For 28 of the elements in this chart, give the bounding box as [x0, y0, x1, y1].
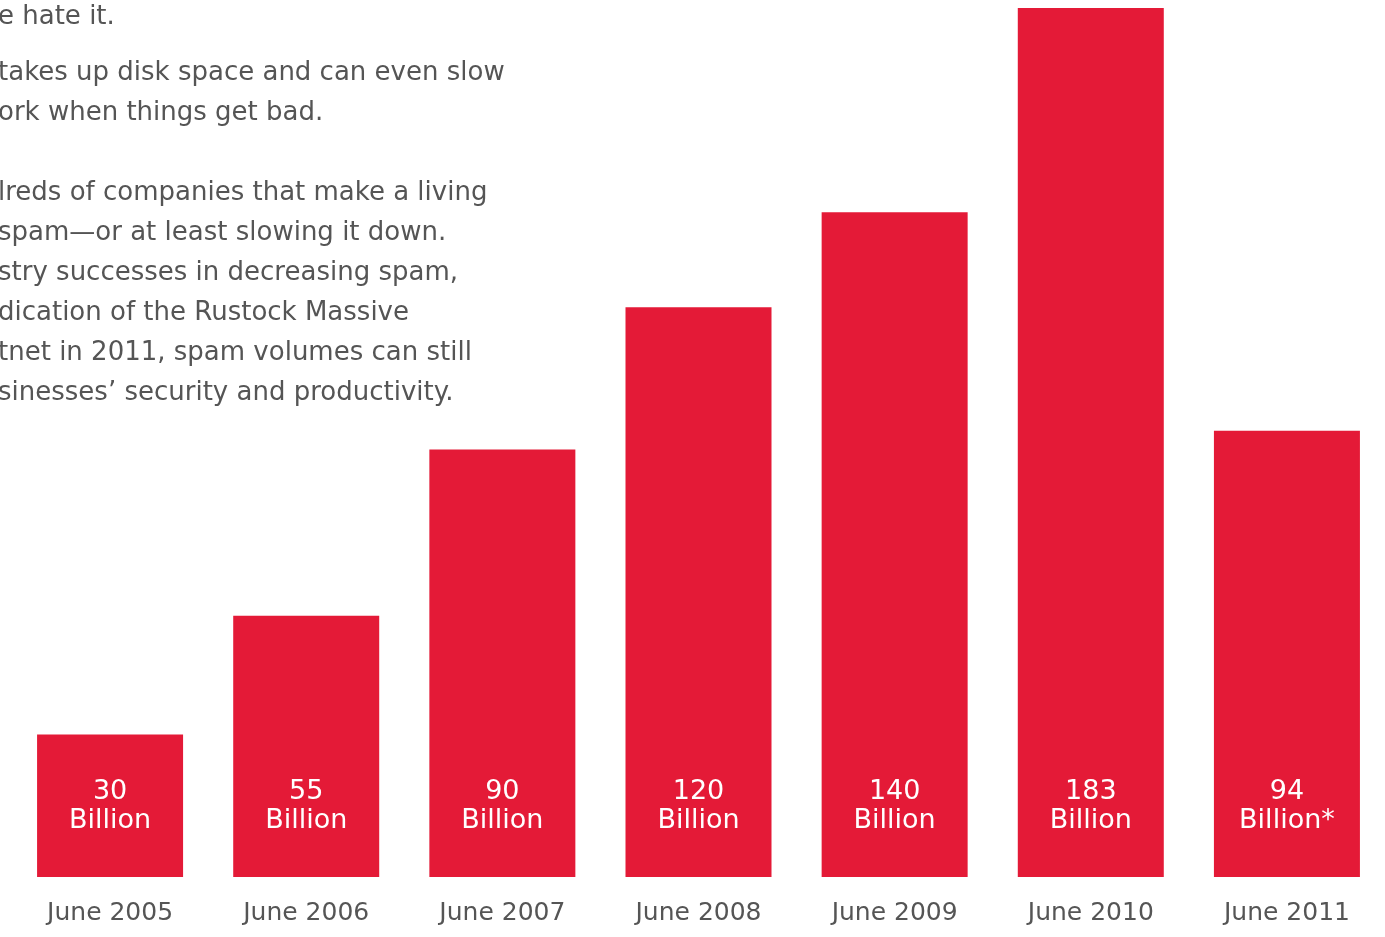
x-tick-label: June 2005 [45, 897, 174, 926]
bar [1213, 430, 1360, 877]
bar [429, 449, 576, 877]
x-tick-label: June 2007 [437, 897, 566, 926]
bar [233, 615, 380, 877]
bar [37, 734, 184, 877]
x-tick-label: June 2008 [633, 897, 762, 926]
annotation: dication of the Rustock Massive [0, 296, 409, 326]
data-label: 120 Billion [657, 774, 740, 834]
data-label: 94 Billion* [1239, 774, 1335, 834]
data-label: 55 Billion [265, 774, 348, 834]
data-label: 30 Billion [68, 774, 152, 834]
bar [1017, 8, 1164, 877]
x-tick-label: June 2010 [1025, 897, 1154, 926]
x-tick-label: June 2009 [829, 897, 958, 926]
annotation: sinesses’ security and productivity. [0, 376, 454, 406]
bar [821, 212, 968, 877]
annotation: ork when things get bad. [0, 96, 324, 126]
x-tick-label: June 2011 [1221, 897, 1350, 926]
annotation: stry successes in decreasing spam, [0, 256, 458, 286]
annotation: e hate it. [0, 0, 115, 30]
annotation: spam—or at least slowing it down. [0, 216, 447, 246]
data-label: 140 Billion [853, 774, 936, 834]
bar [625, 307, 772, 877]
data-label: 183 Billion [1049, 774, 1132, 834]
annotation: lreds of companies that make a living [0, 176, 488, 206]
data-label: 90 Billion [461, 774, 544, 834]
x-tick-label: June 2006 [241, 897, 370, 926]
